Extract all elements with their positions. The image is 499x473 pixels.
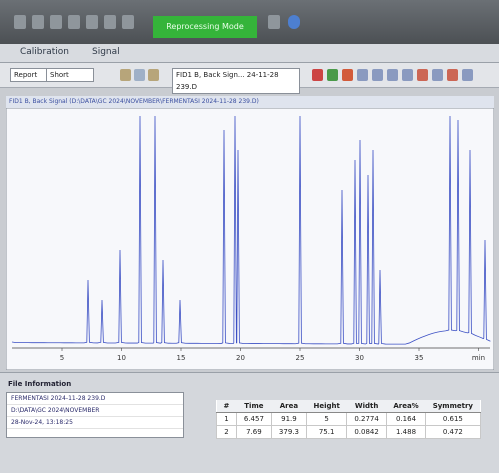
column-header: Height bbox=[306, 400, 346, 413]
table-cell: 1 bbox=[217, 413, 237, 426]
table-cell: 0.164 bbox=[386, 413, 425, 426]
table-cell: 379.3 bbox=[271, 426, 306, 439]
icon[interactable] bbox=[342, 69, 353, 81]
table-cell: 1.488 bbox=[386, 426, 425, 439]
file-info: FERMENTASI 2024-11-28 239.D D:\DATA\GC 2… bbox=[6, 392, 184, 438]
mode-indicator: Reprocessing Mode bbox=[153, 16, 257, 38]
report-label: Report bbox=[10, 68, 48, 82]
x-tick-label: min bbox=[472, 354, 485, 362]
x-tick-label: 5 bbox=[60, 354, 64, 362]
report-select[interactable]: Short bbox=[46, 68, 94, 82]
table-cell: 0.0842 bbox=[347, 426, 387, 439]
x-tick-label: 20 bbox=[236, 354, 245, 362]
table-cell: 91.9 bbox=[271, 413, 306, 426]
signal-title: FID1 B, Back Signal (D:\DATA\GC 2024\NOV… bbox=[6, 96, 494, 108]
x-tick-label: 15 bbox=[177, 354, 186, 362]
icon[interactable] bbox=[462, 69, 473, 81]
icon[interactable] bbox=[402, 69, 413, 81]
file-info-line: 28-Nov-24, 13:18:25 bbox=[7, 417, 183, 429]
file-info-line: FERMENTASI 2024-11-28 239.D bbox=[7, 393, 183, 405]
icon[interactable] bbox=[447, 69, 458, 81]
column-header: # bbox=[217, 400, 237, 413]
icon[interactable] bbox=[432, 69, 443, 81]
icon[interactable] bbox=[148, 69, 159, 81]
screen: {"toolbar": {"mode": "Reprocessing Mode"… bbox=[0, 0, 499, 472]
icon[interactable] bbox=[312, 69, 323, 81]
icon[interactable] bbox=[327, 69, 338, 81]
column-header: Width bbox=[347, 400, 387, 413]
prev-button[interactable] bbox=[68, 15, 80, 29]
tab[interactable]: Signal bbox=[92, 47, 120, 57]
chromatogram: 5 10 15 20 25 30 35 min bbox=[6, 108, 494, 370]
tab-bar: Calibration Signal bbox=[0, 44, 499, 63]
file-info-title: File Information bbox=[8, 380, 71, 388]
icon[interactable] bbox=[134, 69, 145, 81]
icon[interactable] bbox=[357, 69, 368, 81]
table-cell: 0.615 bbox=[426, 413, 480, 426]
column-header: Area% bbox=[386, 400, 425, 413]
run-button[interactable] bbox=[14, 15, 26, 29]
next-button[interactable] bbox=[86, 15, 98, 29]
table-cell: 2 bbox=[217, 426, 237, 439]
step-button[interactable] bbox=[32, 15, 44, 29]
toolbar: Reprocessing Mode bbox=[0, 0, 499, 44]
table-cell: 5 bbox=[306, 413, 346, 426]
table-cell: 75.1 bbox=[306, 426, 346, 439]
icon[interactable] bbox=[120, 69, 131, 81]
table-cell: 7.69 bbox=[236, 426, 271, 439]
table-cell: 0.472 bbox=[426, 426, 480, 439]
x-tick-label: 25 bbox=[296, 354, 305, 362]
plot-area bbox=[6, 108, 494, 370]
last-button[interactable] bbox=[104, 15, 116, 29]
column-header: Time bbox=[236, 400, 271, 413]
help-button[interactable] bbox=[288, 15, 300, 29]
icon[interactable] bbox=[417, 69, 428, 81]
table-cell: 6.457 bbox=[236, 413, 271, 426]
x-tick-label: 30 bbox=[355, 354, 364, 362]
table-cell: 0.2774 bbox=[347, 413, 387, 426]
signal-select[interactable]: FID1 B, Back Sign... 24-11-28 239.D bbox=[172, 68, 300, 94]
file-info-line: D:\DATA\GC 2024\NOVEMBER bbox=[7, 405, 183, 417]
pause-button[interactable] bbox=[122, 15, 134, 29]
icon[interactable] bbox=[372, 69, 383, 81]
mode-button[interactable] bbox=[268, 15, 280, 29]
column-header: Symmetry bbox=[426, 400, 480, 413]
report-bar: Report Short FID1 B, Back Sign... 24-11-… bbox=[0, 63, 499, 88]
first-button[interactable] bbox=[50, 15, 62, 29]
icon[interactable] bbox=[387, 69, 398, 81]
tab[interactable]: Calibration bbox=[20, 47, 69, 57]
column-header: Area bbox=[271, 400, 306, 413]
x-tick-label: 35 bbox=[415, 354, 424, 362]
x-tick-label: 10 bbox=[117, 354, 126, 362]
